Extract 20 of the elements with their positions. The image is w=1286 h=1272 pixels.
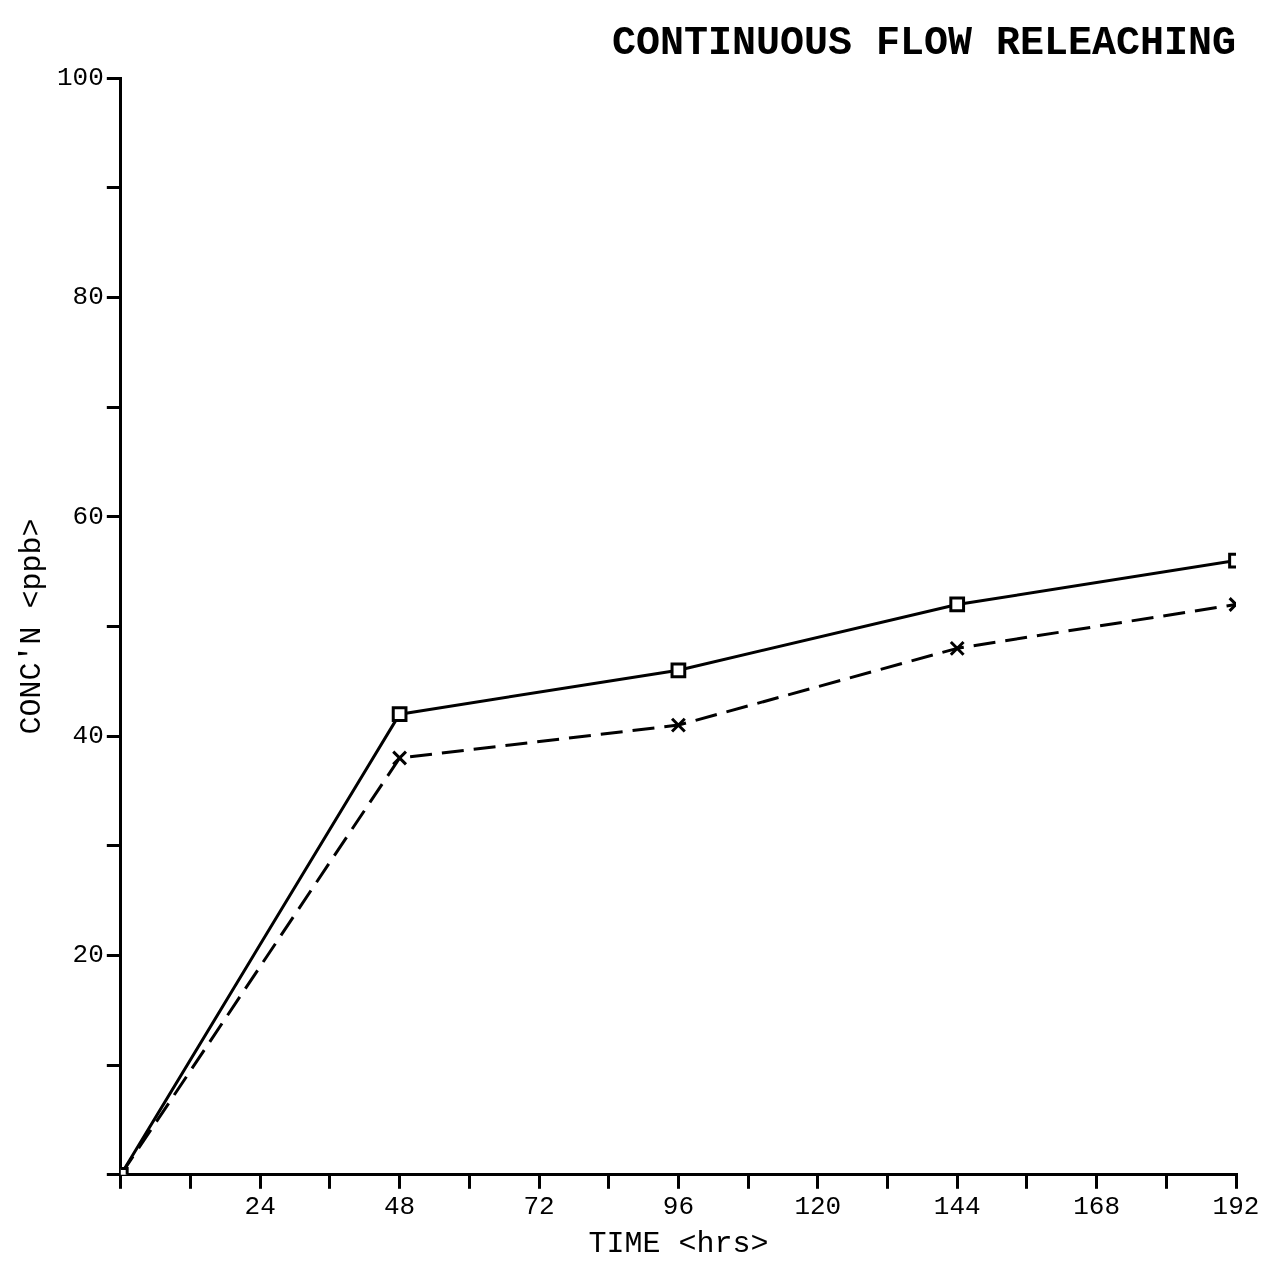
y-tick-label: 20 <box>72 940 104 971</box>
x-tick-label: 48 <box>384 1192 416 1223</box>
y-tick-label: 100 <box>57 62 104 93</box>
x-tick-label: 144 <box>933 1192 981 1223</box>
x-tick-label: 168 <box>1073 1192 1121 1223</box>
x-tick-label: 120 <box>794 1192 842 1223</box>
x-axis-title: TIME <hrs> <box>588 1226 769 1261</box>
y-tick-label: 60 <box>72 501 104 532</box>
x-tick-label: 192 <box>1212 1192 1260 1223</box>
x-tick-label: 72 <box>523 1192 555 1223</box>
x-tick-label: 24 <box>244 1192 276 1223</box>
x-tick-label: 96 <box>662 1192 695 1223</box>
chart-title: CONTINUOUS FLOW RELEACHING <box>611 21 1236 67</box>
point <box>670 662 687 679</box>
point <box>391 750 408 766</box>
point <box>391 706 408 723</box>
y-tick-label: 80 <box>72 282 104 313</box>
y-tick-label: 40 <box>72 720 104 751</box>
point <box>670 717 687 733</box>
y-axis-title: CONC'N <ppb> <box>14 518 49 735</box>
